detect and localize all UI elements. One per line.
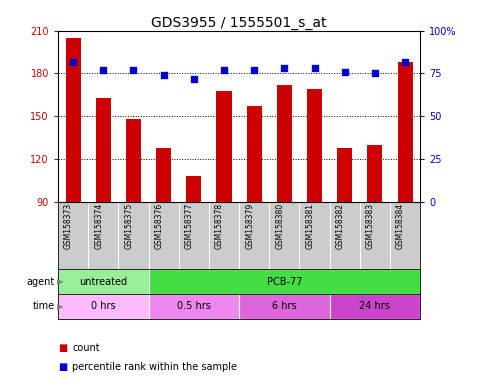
- Text: 0.5 hrs: 0.5 hrs: [177, 301, 211, 311]
- Text: GSM158376: GSM158376: [155, 203, 164, 249]
- Point: [129, 67, 137, 73]
- Point: [311, 65, 318, 71]
- Bar: [66, 38, 81, 202]
- Text: 0 hrs: 0 hrs: [91, 301, 115, 311]
- Text: GSM158375: GSM158375: [125, 203, 133, 249]
- Bar: [337, 147, 352, 202]
- Text: time: time: [33, 301, 55, 311]
- Text: 6 hrs: 6 hrs: [272, 301, 297, 311]
- Text: percentile rank within the sample: percentile rank within the sample: [72, 362, 238, 372]
- Bar: [368, 145, 383, 202]
- Point: [190, 76, 198, 82]
- Point: [371, 70, 379, 76]
- Text: GSM158381: GSM158381: [306, 203, 314, 249]
- Point: [401, 58, 409, 65]
- Text: GSM158382: GSM158382: [336, 203, 345, 249]
- Bar: [58, 269, 149, 294]
- Text: GSM158384: GSM158384: [396, 203, 405, 249]
- Bar: [156, 147, 171, 202]
- Point: [69, 58, 77, 65]
- Bar: [96, 98, 111, 202]
- Bar: [58, 294, 149, 319]
- Point: [281, 65, 288, 71]
- Text: GSM158379: GSM158379: [245, 203, 254, 249]
- Bar: [186, 176, 201, 202]
- Bar: [216, 91, 231, 202]
- Bar: [149, 269, 420, 294]
- Point: [341, 69, 349, 75]
- Bar: [398, 62, 412, 202]
- Point: [250, 67, 258, 73]
- Bar: [277, 85, 292, 202]
- Text: GSM158380: GSM158380: [275, 203, 284, 249]
- Text: ▶: ▶: [57, 302, 64, 311]
- Title: GDS3955 / 1555501_s_at: GDS3955 / 1555501_s_at: [151, 16, 327, 30]
- Text: 24 hrs: 24 hrs: [359, 301, 390, 311]
- Bar: [307, 89, 322, 202]
- Text: count: count: [72, 343, 100, 353]
- Text: untreated: untreated: [79, 276, 128, 286]
- Bar: [126, 119, 141, 202]
- Text: PCB-77: PCB-77: [267, 276, 302, 286]
- Text: ■: ■: [58, 362, 67, 372]
- Text: agent: agent: [27, 276, 55, 286]
- Point: [99, 67, 107, 73]
- Text: GSM158383: GSM158383: [366, 203, 375, 249]
- Bar: [149, 294, 239, 319]
- Text: GSM158378: GSM158378: [215, 203, 224, 249]
- Text: ■: ■: [58, 343, 67, 353]
- Point: [160, 72, 168, 78]
- Text: ▶: ▶: [57, 277, 64, 286]
- Bar: [330, 294, 420, 319]
- Bar: [247, 106, 262, 202]
- Text: GSM158373: GSM158373: [64, 203, 73, 249]
- Text: GSM158377: GSM158377: [185, 203, 194, 249]
- Point: [220, 67, 228, 73]
- Bar: [239, 294, 330, 319]
- Text: GSM158374: GSM158374: [94, 203, 103, 249]
